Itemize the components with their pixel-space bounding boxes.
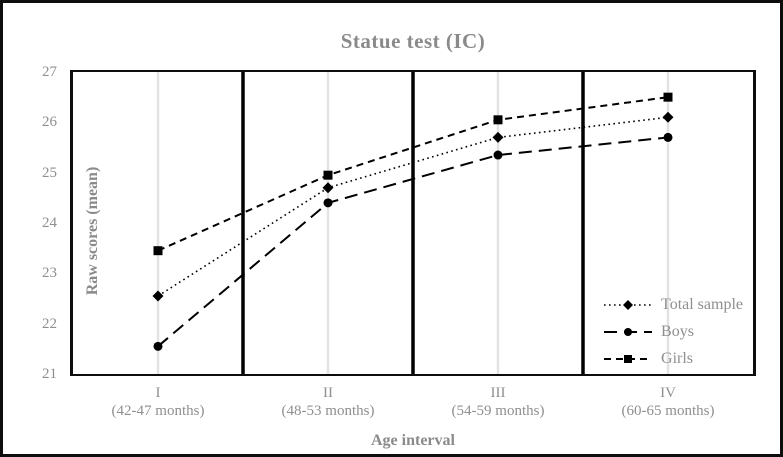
chart-title: Statue test (IC) bbox=[340, 29, 486, 53]
x-category-roman-numeral: IV bbox=[660, 385, 676, 401]
legend: Total sample Boys Girls bbox=[604, 294, 743, 374]
circle-marker bbox=[323, 198, 333, 208]
y-tick-label: 26 bbox=[42, 114, 57, 131]
square-marker bbox=[323, 170, 333, 180]
chart-canvas bbox=[152, 72, 674, 374]
y-tick-label: 24 bbox=[42, 215, 57, 231]
legend-item-boys: Boys bbox=[604, 321, 743, 343]
y-tick-label: 27 bbox=[42, 64, 57, 80]
diamond-marker bbox=[322, 182, 334, 194]
legend-key-sample bbox=[604, 328, 653, 336]
x-axis-title: Age interval bbox=[371, 432, 455, 449]
y-tick-label: 21 bbox=[42, 366, 57, 382]
x-category-months-range: (60-65 months) bbox=[621, 403, 715, 419]
x-category-months-range: (48-53 months) bbox=[281, 403, 375, 419]
x-category-roman-numeral: II bbox=[323, 385, 333, 401]
legend-label: Girls bbox=[661, 350, 694, 367]
diamond-marker bbox=[662, 111, 674, 123]
series-line-girls bbox=[157, 96, 669, 252]
square-marker bbox=[663, 92, 673, 102]
series-line-boys bbox=[157, 136, 669, 348]
legend-key-sample bbox=[604, 300, 653, 310]
plot-area: Total sample Boys Girls bbox=[70, 70, 756, 376]
x-category-roman-numeral: I bbox=[155, 385, 161, 401]
y-tick-label: 22 bbox=[42, 315, 57, 332]
circle-marker bbox=[624, 328, 633, 336]
circle-marker bbox=[153, 341, 163, 351]
x-category-months-range: (54-59 months) bbox=[451, 403, 545, 419]
square-marker bbox=[624, 355, 633, 363]
legend-key-sample bbox=[604, 355, 653, 363]
legend-item-total-sample: Total sample bbox=[604, 294, 743, 316]
y-axis-label: Raw scores (mean) bbox=[84, 166, 101, 296]
x-category-label: II (48-53 months) bbox=[238, 384, 418, 420]
x-category-label: III (54-59 months) bbox=[408, 384, 588, 420]
square-marker bbox=[153, 246, 163, 256]
legend-item-girls: Girls bbox=[604, 348, 743, 370]
x-category-months-range: (42-47 months) bbox=[111, 403, 205, 419]
circle-marker bbox=[663, 132, 673, 142]
square-marker bbox=[493, 115, 503, 125]
legend-label: Boys bbox=[661, 323, 694, 340]
legend-label: Total sample bbox=[661, 296, 743, 313]
y-tick-label: 25 bbox=[42, 164, 57, 181]
x-category-roman-numeral: III bbox=[490, 385, 506, 401]
diamond-marker bbox=[492, 131, 504, 143]
x-category-label: IV (60-65 months) bbox=[578, 384, 758, 420]
diamond-marker bbox=[152, 290, 164, 302]
diamond-marker bbox=[623, 300, 634, 310]
series-line-total-sample bbox=[157, 116, 669, 297]
circle-marker bbox=[493, 150, 503, 160]
x-category-label: I (42-47 months) bbox=[68, 384, 248, 420]
y-tick-label: 23 bbox=[42, 265, 57, 282]
